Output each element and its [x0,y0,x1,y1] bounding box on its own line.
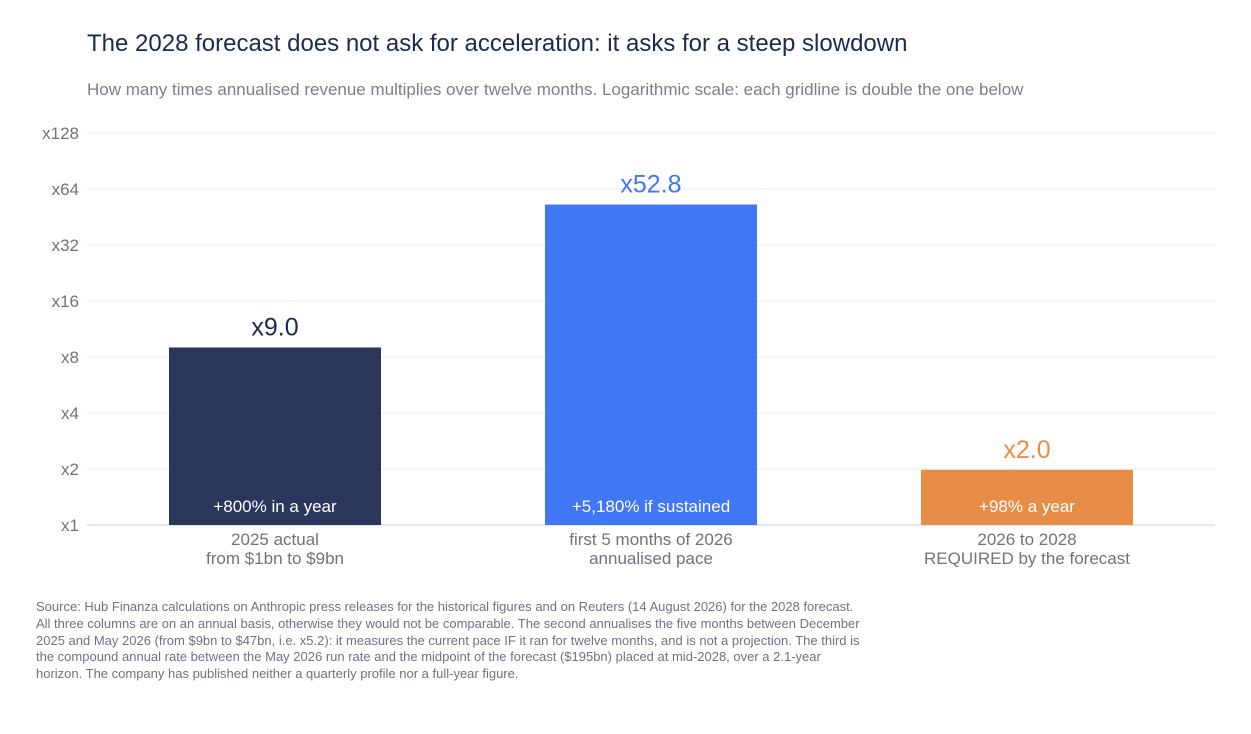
y-tick-label: x4 [61,404,79,423]
bar [169,347,381,525]
y-tick-label: x32 [52,236,79,255]
x-tick-label: 2026 to 2028 [977,530,1076,549]
bar-value-label: x9.0 [251,313,298,341]
chart-subtitle: How many times annualised revenue multip… [87,80,1024,99]
source-note: Source: Hub Finanza calculations on Anth… [36,599,860,682]
x-tick-label: 2025 actual [231,530,319,549]
y-tick-label: x2 [61,460,79,479]
chart-title: The 2028 forecast does not ask for accel… [87,30,908,57]
x-tick-label: REQUIRED by the forecast [924,549,1130,568]
y-tick-label: x128 [42,124,79,143]
y-tick-label: x8 [61,348,79,367]
bar-value-label: x2.0 [1003,436,1050,464]
x-tick-label: first 5 months of 2026 [569,530,732,549]
bar-inner-label: +800% in a year [213,497,337,516]
bar-value-label: x52.8 [620,171,681,199]
x-tick-label: from $1bn to $9bn [206,549,344,568]
bar [545,204,757,525]
y-tick-label: x64 [52,180,79,199]
y-tick-label: x16 [52,292,79,311]
bar-inner-label: +5,180% if sustained [572,497,730,516]
bar [921,469,1133,525]
y-tick-label: x1 [61,516,79,535]
x-tick-label: annualised pace [589,549,713,568]
bar-inner-label: +98% a year [979,497,1075,516]
